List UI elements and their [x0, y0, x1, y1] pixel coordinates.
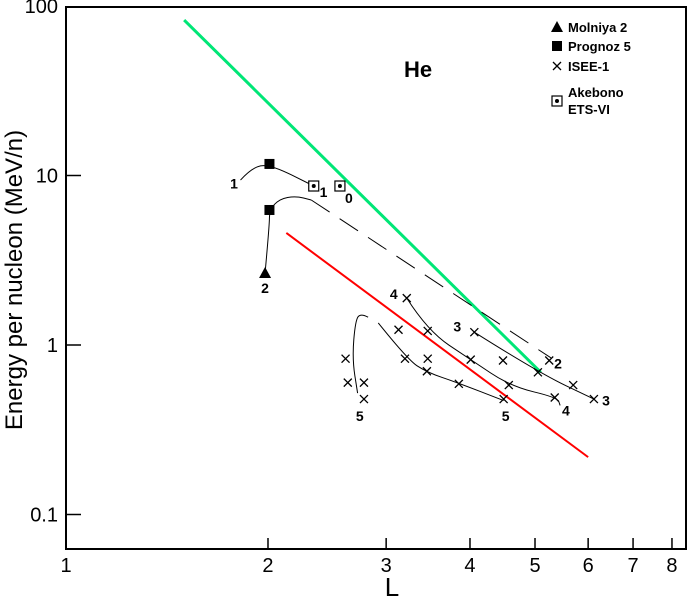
y-axis-label: Energy per nucleon (MeV/n) [1, 130, 28, 430]
x-tick-label: 2 [262, 555, 273, 577]
curve-1 [240, 165, 314, 187]
legend-label-2: ETS-VI [568, 102, 610, 117]
x-tick-label: 7 [627, 555, 638, 577]
annotation-label: 2 [261, 280, 269, 296]
annotation-label: 2 [554, 355, 562, 371]
data-point [359, 378, 369, 388]
x-tick-label: 8 [666, 555, 677, 577]
data-point [498, 356, 508, 365]
curve-5-left [352, 314, 369, 394]
green-fit-line [183, 19, 542, 374]
data-point [544, 356, 554, 365]
legend-label: ISEE-1 [568, 59, 609, 74]
data-point [589, 394, 599, 404]
data-point [394, 325, 403, 335]
x-tick-label: 4 [464, 555, 475, 577]
data-point [400, 354, 410, 364]
data-point [568, 380, 578, 390]
data-point [422, 366, 432, 376]
y-tick-label: 0.1 [30, 505, 58, 527]
legend-label: Akebono [568, 85, 624, 100]
legend-label: Prognoz 5 [568, 39, 631, 54]
legend-cross-icon [552, 61, 562, 71]
marker-dot [555, 99, 559, 103]
annotation-label: 5 [356, 408, 364, 424]
annotation-label: 1 [230, 175, 238, 191]
annotation-label: 3 [453, 318, 461, 334]
legend-square-icon [552, 41, 562, 51]
data-point [343, 378, 353, 388]
data-point [454, 379, 464, 389]
legend-triangle-icon [551, 21, 563, 32]
y-tick-label: 1 [47, 335, 58, 357]
marker-dot [311, 184, 316, 189]
data-point [359, 394, 369, 404]
annotation-label: 1 [320, 184, 328, 200]
annotation-label: 4 [390, 286, 398, 302]
data-point [264, 204, 275, 215]
data-point [402, 293, 412, 303]
annotation-label: 0 [345, 190, 353, 206]
legend-label: Molniya 2 [568, 20, 627, 35]
data-point [264, 158, 275, 169]
curve-2-solid [264, 196, 312, 274]
data-point [533, 367, 543, 377]
data-point [469, 327, 479, 337]
marker-dot [337, 184, 342, 189]
curve-5-right [377, 322, 504, 402]
curve-3 [474, 331, 595, 400]
chart-title: He [404, 57, 432, 82]
annotation-label: 5 [502, 408, 510, 424]
data-point [423, 354, 433, 364]
x-tick-label: 5 [529, 555, 540, 577]
red-fit-line [285, 232, 589, 458]
data-point [259, 266, 272, 278]
x-tick-label: 6 [583, 555, 594, 577]
y-tick-label: 10 [36, 166, 58, 188]
y-tick-label: 100 [25, 0, 58, 18]
plot-frame [65, 6, 687, 550]
x-tick-label: 3 [381, 555, 392, 577]
legend: Molniya 2 Prognoz 5 ISEE-1 Akebono ETS-VI [551, 20, 631, 117]
data-point [499, 394, 509, 404]
x-axis-label: L [385, 572, 399, 599]
x-tick-label: 1 [60, 555, 71, 577]
annotation-label: 4 [562, 403, 570, 419]
curve-2-dashed [310, 199, 552, 359]
data-point [504, 380, 514, 390]
data-point [550, 393, 560, 402]
data-point [423, 326, 433, 336]
data-point [341, 354, 351, 364]
data-point [466, 355, 476, 365]
curve-4 [406, 297, 561, 406]
annotation-label: 3 [602, 393, 610, 409]
